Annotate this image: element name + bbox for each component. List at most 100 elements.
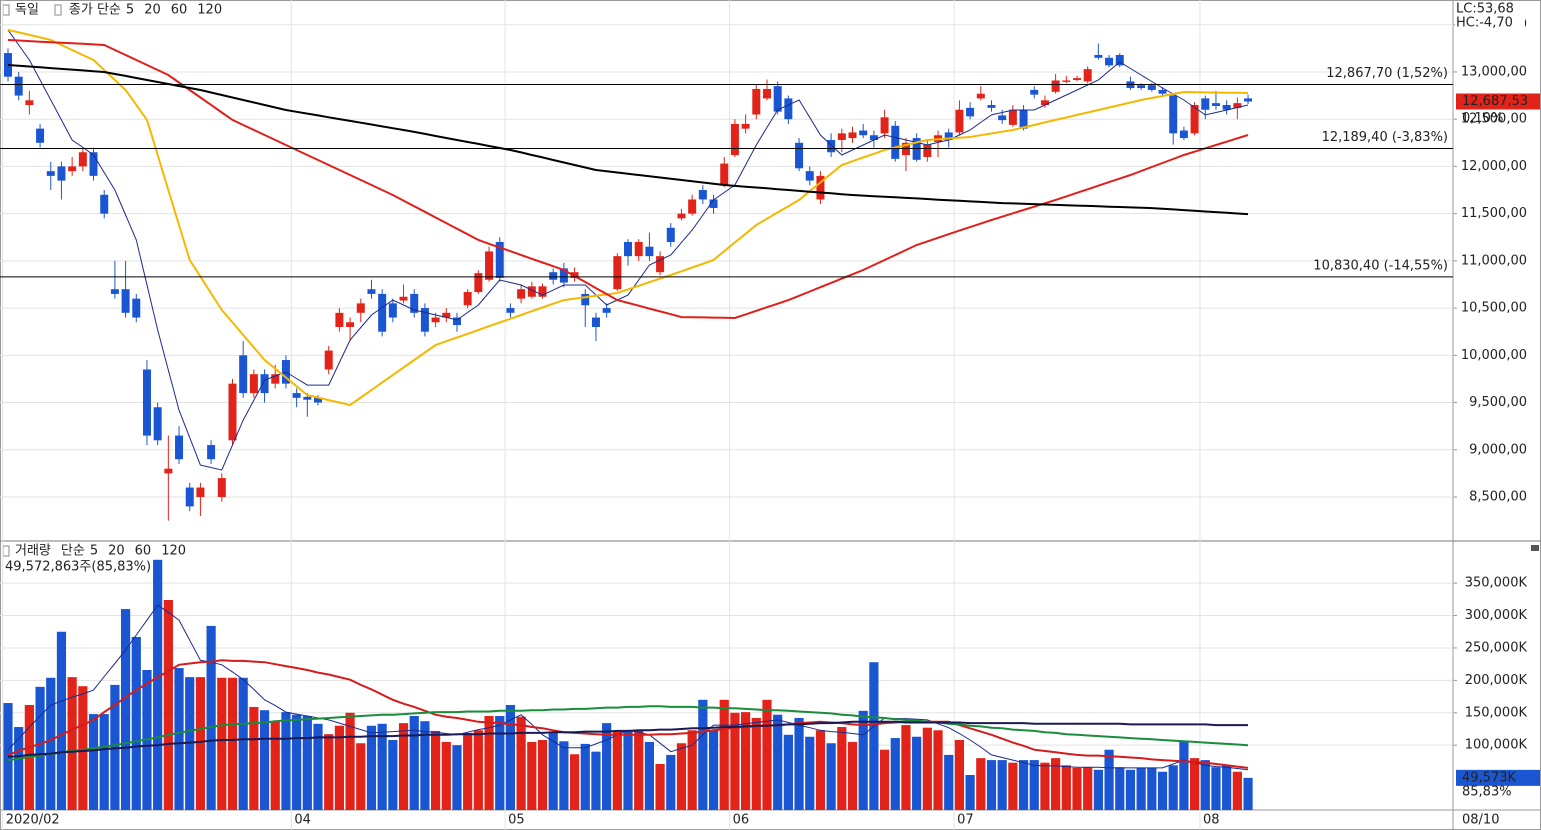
- candle-body: [869, 135, 878, 140]
- candle-body: [452, 317, 461, 326]
- volume-bar: [1147, 767, 1157, 810]
- volume-bar: [901, 725, 911, 810]
- candle-body: [837, 133, 846, 140]
- volume-bar: [1136, 767, 1146, 810]
- panel-button[interactable]: [1531, 545, 1539, 551]
- volume-bar: [377, 723, 387, 810]
- volume-bar: [1093, 769, 1103, 810]
- volume-bar: [1189, 758, 1200, 810]
- volume-bar: [217, 677, 227, 810]
- candle-body: [175, 435, 184, 460]
- candle-body: [271, 374, 280, 384]
- volume-bar: [762, 699, 772, 810]
- legend-entry: 5: [90, 544, 98, 559]
- candle-body: [1083, 69, 1092, 82]
- volume-bar: [1222, 765, 1232, 810]
- candle-body: [463, 292, 472, 306]
- x-tick-label: 07: [957, 813, 974, 828]
- lc-label: LC:53,68: [1456, 2, 1514, 17]
- volume-bar: [944, 754, 954, 810]
- candle-body: [880, 117, 889, 134]
- legend-icon[interactable]: [2, 4, 10, 16]
- legend-icon[interactable]: [54, 4, 62, 16]
- volume-bar: [687, 730, 697, 810]
- volume-bar: [623, 730, 633, 810]
- candle-body: [1147, 85, 1156, 90]
- candle-body: [752, 88, 761, 115]
- volume-bar: [334, 725, 344, 810]
- volume-bar: [591, 751, 601, 810]
- y-tick-label: 12,500,00: [1461, 112, 1527, 127]
- candle-body: [25, 100, 34, 106]
- candle-body: [420, 308, 429, 332]
- volume-bar: [398, 723, 409, 810]
- volume-bar: [655, 763, 665, 810]
- moving-average: [7, 705, 1249, 762]
- x-tick-label: 08: [1203, 813, 1220, 828]
- volume-bar: [14, 727, 24, 810]
- candle-body: [1211, 103, 1220, 106]
- candle-body: [1201, 98, 1210, 110]
- volume-ratio-label: 85,83%: [1462, 784, 1512, 799]
- volume-bar: [773, 714, 783, 810]
- candle-body: [634, 241, 643, 257]
- candle-body: [260, 374, 269, 394]
- volume-bar: [473, 730, 483, 810]
- volume-bar: [259, 710, 270, 810]
- candle-body: [1094, 54, 1103, 58]
- candle-body: [805, 171, 814, 181]
- volume-bar: [847, 741, 858, 810]
- candle-body: [538, 286, 547, 297]
- volume-bar: [741, 712, 751, 810]
- x-tick-label: 05: [508, 813, 525, 828]
- legend-entry: 5: [126, 3, 134, 18]
- volume-bar: [420, 721, 430, 810]
- y-tick-label: 11,000,00: [1461, 253, 1527, 268]
- volume-bar: [409, 716, 419, 810]
- last-volume-box: [1456, 769, 1540, 786]
- candle-body: [666, 227, 675, 242]
- volume-bar: [174, 668, 184, 810]
- price-line-label: 12,189,40 (-3,83%): [1322, 130, 1448, 145]
- candle-body: [1169, 95, 1178, 134]
- candle-body: [495, 241, 504, 278]
- candle-body: [14, 76, 23, 96]
- candle-body: [378, 293, 387, 332]
- candle-body: [1062, 80, 1071, 82]
- candle-body: [68, 166, 77, 172]
- volume-bar: [879, 749, 890, 810]
- volume-bar: [484, 716, 494, 810]
- candle-body: [346, 322, 355, 327]
- candle-body: [1158, 89, 1167, 94]
- candle-body: [549, 272, 558, 280]
- candle-body: [57, 166, 66, 181]
- volume-bar: [751, 717, 761, 810]
- volume-bar: [719, 699, 729, 810]
- candle-body: [36, 128, 45, 143]
- marks: [0, 28, 1453, 810]
- volume-bar: [602, 723, 612, 810]
- last-price-label: 12,687,53: [1462, 94, 1528, 109]
- candle-body: [1233, 103, 1242, 108]
- volume-bar: [890, 738, 900, 810]
- candle-body: [121, 289, 130, 313]
- candle-body: [517, 289, 526, 299]
- candle-body: [720, 163, 729, 186]
- volume-bar: [954, 739, 965, 810]
- candle-body: [795, 142, 804, 169]
- volume-bar: [67, 677, 77, 810]
- candle-body: [698, 190, 707, 200]
- y-tick-label: 150,000K: [1465, 705, 1528, 720]
- candle-body: [624, 241, 633, 257]
- legend-icon[interactable]: [2, 545, 10, 557]
- legend-entry: 120: [197, 3, 222, 18]
- volume-bar: [163, 599, 173, 810]
- last-price-box: [1456, 93, 1540, 110]
- volume-bar: [837, 727, 847, 810]
- y-tick-label: 8,500,00: [1469, 489, 1527, 504]
- volume-bar: [195, 677, 206, 810]
- volume-bar: [612, 730, 622, 810]
- hc-label: HC:-4,70: [1456, 16, 1513, 31]
- volume-bar: [227, 677, 238, 810]
